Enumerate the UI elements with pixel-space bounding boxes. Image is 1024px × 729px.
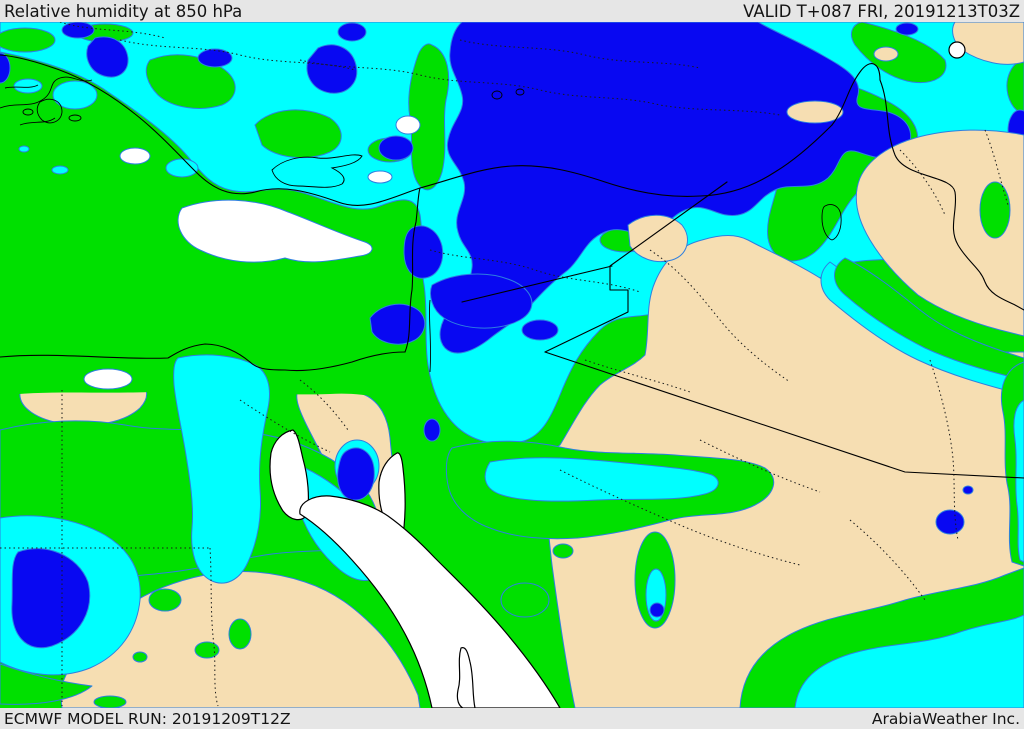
model-run-label: ECMWF MODEL RUN: 20191209T12Z <box>4 709 291 728</box>
turkey-south-coast <box>0 54 421 206</box>
map-contour-shape <box>979 181 1011 239</box>
map-contour-shape <box>306 44 358 94</box>
map-canvas <box>0 22 1024 708</box>
anatolia-lake-outline <box>36 98 63 124</box>
syria-iraq-border <box>544 181 728 353</box>
map-contour-shape <box>378 135 414 161</box>
map-contour-shape <box>699 439 821 493</box>
map-contour-shape <box>899 149 946 216</box>
valid-time-label: VALID T+087 FRI, 20191213T03Z <box>743 2 1020 21</box>
map-contour-shape <box>559 469 801 566</box>
map-contour-shape <box>948 41 966 59</box>
map-contour-shape <box>18 145 30 153</box>
map-contour-shape <box>552 543 574 559</box>
map-contour-shape <box>500 582 550 618</box>
map-contour-shape <box>68 114 82 122</box>
gulf-of-suez <box>269 429 309 521</box>
map-contour-shape <box>491 90 503 100</box>
lake-nasser <box>456 647 476 708</box>
map-contour-shape <box>369 303 426 345</box>
levant-coastline <box>404 187 421 353</box>
sw-egypt-blue-core <box>11 548 91 649</box>
map-contour-shape <box>834 257 1024 381</box>
lake-urmia-outline <box>821 204 842 241</box>
map-contour-shape <box>22 108 34 116</box>
map-contour-shape <box>649 602 665 618</box>
map-contour-shape <box>59 22 166 39</box>
map-contour-shape <box>194 641 220 659</box>
map-contour-shape <box>51 165 69 175</box>
mediterranean-white-patch <box>177 199 373 263</box>
cyprus-outline <box>271 154 363 188</box>
map-contour-shape <box>0 52 11 84</box>
map-contour-shape <box>962 485 974 495</box>
map-contour-shape <box>13 78 43 94</box>
map-contour-shape <box>395 115 421 135</box>
map-contour-shape <box>254 109 342 159</box>
water-bodies <box>269 429 561 708</box>
map-contour-shape <box>794 614 1024 708</box>
map-contour-shape <box>165 158 199 178</box>
map-contour-shape <box>19 117 56 126</box>
map-contour-shape <box>430 273 533 329</box>
humidity-fill-layer <box>0 22 1024 708</box>
map-footer-bar: ECMWF MODEL RUN: 20191209T12Z ArabiaWeat… <box>0 708 1024 729</box>
map-contour-shape <box>1013 399 1024 563</box>
map-contour-shape <box>119 147 151 165</box>
map-contour-shape <box>209 547 219 707</box>
map-contour-shape <box>584 359 691 393</box>
admin-boundaries-dotted <box>0 22 1009 707</box>
page-title: Relative humidity at 850 hPa <box>4 2 243 21</box>
map-contour-shape <box>851 22 947 84</box>
map-contour-shape <box>197 48 233 68</box>
map-contour-shape <box>895 22 919 36</box>
map-contour-shape <box>0 27 56 53</box>
map-contour-shape <box>337 447 375 501</box>
map-contour-shape <box>521 319 559 341</box>
humidity-map-svg <box>0 22 1024 708</box>
red-sea <box>299 495 561 708</box>
map-contour-shape <box>228 618 252 650</box>
map-contour-shape <box>148 588 182 612</box>
map-contour-shape <box>873 46 899 62</box>
map-contour-shape <box>0 663 93 705</box>
jordan-border <box>461 265 613 303</box>
delta-cyan-column <box>173 354 270 584</box>
map-contour-shape <box>459 39 701 69</box>
map-contour-shape <box>299 379 349 431</box>
iran-interior-dry <box>855 129 1024 337</box>
islands-and-lakes <box>0 76 842 241</box>
iran-iraq-border <box>879 79 1024 311</box>
map-contour-shape <box>367 170 393 184</box>
map-contour-shape <box>429 249 641 293</box>
map-contour-shape <box>86 36 129 78</box>
branding-label: ArabiaWeather Inc. <box>871 709 1020 728</box>
map-contour-shape <box>935 509 965 535</box>
map-contour-shape <box>515 88 525 96</box>
map-contour-shape <box>132 651 148 663</box>
map-contour-shape <box>649 249 791 383</box>
map-contour-shape <box>627 214 688 263</box>
saudi-iraq-border <box>544 351 1024 479</box>
map-header-bar: Relative humidity at 850 hPa VALID T+087… <box>0 0 1024 22</box>
egypt-coastline <box>0 343 406 372</box>
map-contour-shape <box>61 22 95 39</box>
map-contour-shape <box>93 695 127 708</box>
map-contour-shape <box>786 100 844 124</box>
jordan-river-line <box>428 299 432 373</box>
aegean-coast-squiggle <box>0 76 93 109</box>
map-contour-shape <box>484 457 719 502</box>
map-contour-shape <box>423 418 441 442</box>
map-contour-shape <box>337 22 367 42</box>
map-contour-shape <box>408 43 450 191</box>
map-contour-shape <box>52 80 98 110</box>
turkey-syria-border <box>419 124 833 197</box>
map-contour-shape <box>4 84 39 89</box>
turkey-iran-border <box>831 63 881 126</box>
map-contour-shape <box>929 359 959 541</box>
map-contour-shape <box>83 368 133 390</box>
country-borders <box>0 54 1024 479</box>
